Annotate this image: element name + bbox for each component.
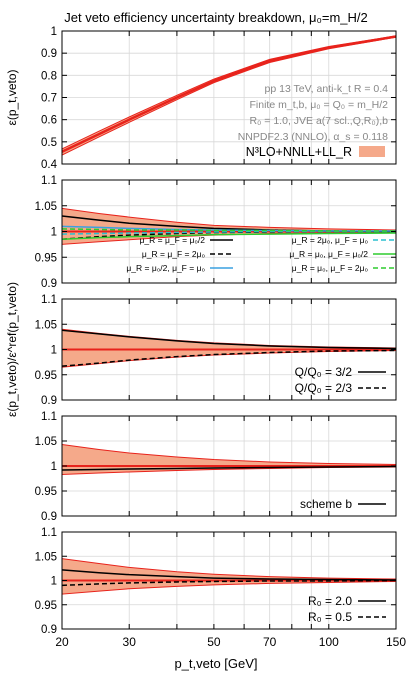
x-axis-label: p_t,veto [GeV] [174, 656, 257, 671]
legend-label: Q/Q₀ = 3/2 [295, 365, 353, 379]
central-line [61, 35, 397, 153]
panel-5: R₀ = 2.0 R₀ = 0.5 0.9 0.95 1 1.05 1.1 [35, 527, 397, 636]
legend-label: μ_R = μ₀, μ_F = 2μ₀ [292, 263, 369, 273]
panel-4: scheme b 0.9 0.95 1 1.05 1.1 [35, 411, 397, 523]
x-tick-label: 50 [207, 635, 221, 649]
x-tick-label: 20 [55, 635, 69, 649]
legend-label: Q/Q₀ = 2/3 [295, 381, 353, 395]
y-tick-label: 1.05 [35, 319, 57, 331]
y-tick-label: 1 [51, 461, 57, 473]
chart-title: Jet veto efficiency uncertainty breakdow… [64, 10, 368, 25]
series-line [61, 349, 397, 367]
y-tick-label: 1 [51, 345, 57, 357]
y-tick-label: 1.05 [35, 551, 57, 563]
y-tick-label: 0.9 [41, 395, 57, 407]
legend-swatch [359, 146, 385, 157]
panel-3: Q/Q₀ = 3/2 Q/Q₀ = 2/3 0.9 0.95 1 1.05 1.1 ε(p_t… [5, 282, 397, 417]
legend-label: N³LO+NNLL+LL_R [246, 145, 352, 159]
info-text: Finite m_t,b, μ₀ = Q₀ = m_H/2 [250, 99, 389, 111]
y-tick-label: 0.4 [41, 159, 58, 171]
y-tick-label: 1.1 [41, 527, 57, 539]
y-axis-label: ε(p_t,veto)/ε^ref(p_t,veto) [5, 282, 19, 417]
y-tick-label: 0.9 [41, 278, 57, 290]
y-tick-label: 1.05 [35, 436, 57, 448]
y-tick-label: 1.1 [41, 175, 57, 187]
y-tick-label: 0.9 [41, 624, 57, 636]
series-line [61, 228, 396, 232]
x-tick-label: 70 [263, 635, 277, 649]
y-tick-label: 0.7 [41, 93, 57, 105]
x-tick-label: 150 [386, 635, 406, 649]
series-line [61, 465, 397, 471]
legend-label: R₀ = 2.0 [308, 594, 352, 608]
y-tick-label: 0.6 [41, 115, 57, 127]
legend-label: μ_R = 2μ₀, μ_F = μ₀ [292, 235, 369, 245]
y-tick-label: 0.9 [41, 511, 57, 523]
y-tick-label: 0.8 [41, 70, 57, 82]
y-tick-label: 0.95 [35, 486, 57, 498]
legend-label: μ_R = μ₀/2, μ_F = μ₀ [126, 263, 205, 273]
y-tick-label: 0.95 [35, 370, 57, 382]
y-tick-label: 1.1 [41, 294, 57, 306]
y-tick-label: 1.1 [41, 411, 57, 423]
uncertainty-band [61, 558, 397, 595]
y-tick-label: 1 [51, 227, 57, 239]
x-tick-label: 100 [319, 635, 339, 649]
info-text: pp 13 TeV, anti-k_t R = 0.4 [265, 83, 389, 95]
series-line [61, 232, 397, 240]
legend-label: scheme b [300, 497, 352, 511]
y-tick-label: 0.95 [35, 600, 57, 612]
y-tick-label: 0.9 [41, 48, 57, 60]
info-text: R₀ = 1.0, JVE a(7 scl.,Q,R₀),b [249, 115, 388, 127]
info-text: NNPDF2.3 (NNLO), α_s = 0.118 [238, 131, 388, 143]
y-tick-label: 1.05 [35, 201, 57, 213]
legend-label: R₀ = 0.5 [308, 610, 352, 624]
series-line [61, 579, 397, 587]
legend-label: μ_R = μ_F = 2μ₀ [142, 249, 206, 259]
series-line [61, 569, 397, 581]
y-tick-label: 1 [51, 26, 57, 38]
legend-label: μ_R = μ₀, μ_F = μ₀/2 [289, 249, 368, 259]
y-tick-label: 1 [51, 576, 57, 588]
y-tick-label: 0.95 [35, 252, 57, 264]
panel-1: pp 13 TeV, anti-k_t R = 0.4 Finite m_t,b,… [5, 26, 397, 171]
y-tick-label: 0.5 [41, 137, 57, 149]
panel-2: μ_R = μ_F = μ₀/2 μ_R = μ_F = 2μ₀ μ_R = μ₀/… [35, 175, 397, 290]
series-line [61, 329, 397, 350]
x-tick-label: 30 [123, 635, 137, 649]
legend-label: μ_R = μ_F = μ₀/2 [140, 235, 206, 245]
y-axis-label: ε(p_t,veto) [5, 69, 19, 125]
